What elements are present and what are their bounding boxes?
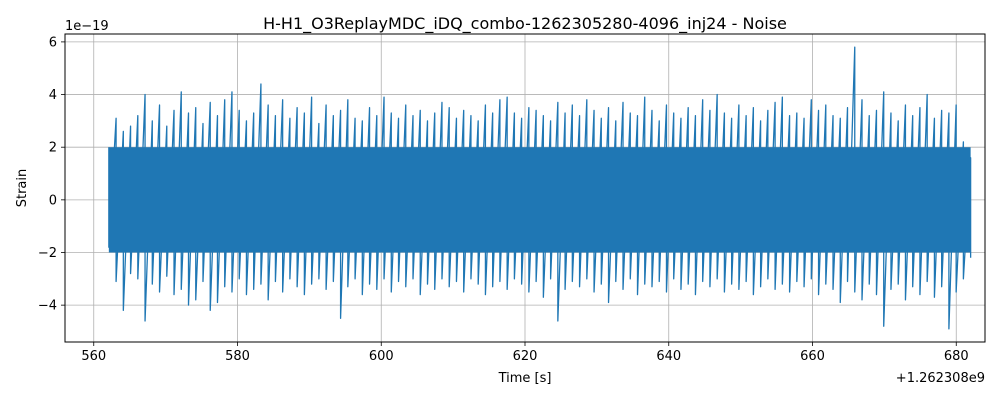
x-offset-label: +1.262308e9: [896, 371, 985, 386]
y-axis-label: Strain: [15, 169, 30, 208]
x-tick-label: 680: [944, 349, 969, 364]
y-tick-label: 6: [49, 35, 57, 50]
tick-layer: 560 580 600 620 640 660 680 −4 −2 0 2 4 6: [38, 35, 969, 364]
chart-title: H-H1_O3ReplayMDC_iDQ_combo-1262305280-40…: [263, 14, 787, 34]
x-axis-label: Time [s]: [498, 371, 552, 386]
y-tick-label: −4: [38, 299, 57, 314]
y-tick-label: 0: [49, 193, 57, 208]
x-tick-label: 620: [513, 349, 538, 364]
x-tick-label: 640: [656, 349, 681, 364]
y-exponent-label: 1e−19: [65, 19, 109, 34]
x-tick-label: 600: [369, 349, 394, 364]
y-tick-label: 2: [49, 141, 57, 156]
x-tick-label: 580: [225, 349, 250, 364]
series-core-band: [108, 147, 971, 253]
y-tick-label: 4: [49, 88, 57, 103]
x-tick-label: 560: [81, 349, 106, 364]
x-tick-label: 660: [800, 349, 825, 364]
y-tick-label: −2: [38, 246, 57, 261]
series-layer: [108, 46, 972, 330]
